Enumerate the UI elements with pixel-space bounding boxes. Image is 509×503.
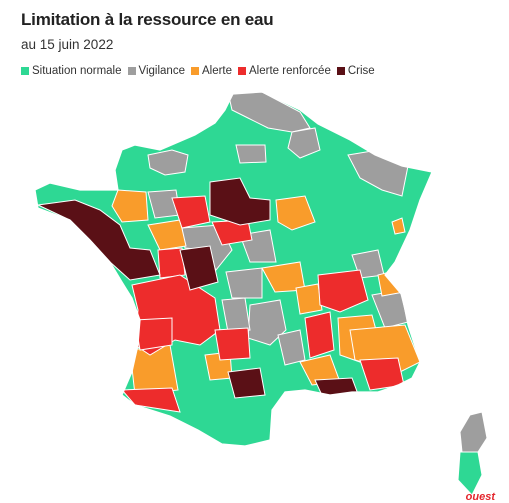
region-calvados-vigilance — [147, 149, 189, 176]
legend-label-normal: Situation normale — [32, 65, 122, 77]
legend-item-crise: Crise — [336, 65, 375, 77]
region-loir-renforcee — [157, 247, 186, 279]
mainland-outline — [34, 91, 433, 447]
vigilance-regions — [147, 92, 409, 366]
legend-label-alerte: Alerte — [201, 65, 233, 77]
region-lot-crise — [227, 367, 266, 399]
corse — [457, 411, 488, 496]
region-allier-vigilance — [225, 267, 263, 299]
region-corse-du-sud-normale — [457, 451, 483, 496]
legend-swatch-crise — [336, 67, 345, 75]
alerte-renforcee-regions — [120, 195, 405, 413]
region-ardeche-renforcee — [304, 311, 335, 359]
region-aube-alerte — [275, 195, 316, 231]
legend-item-vigilance: Vigilance — [127, 65, 185, 77]
legend-swatch-alerte — [190, 67, 199, 75]
region-indre-crise — [179, 245, 219, 291]
region-haute-corse-vigilance — [459, 411, 488, 453]
region-seine-et-marne-crise — [209, 177, 271, 226]
legend: Situation normale Vigilance Alerte Alert… — [21, 65, 381, 77]
legend-label-crise: Crise — [347, 65, 375, 77]
region-belfort-alerte — [391, 217, 406, 235]
region-oise-vigilance — [235, 144, 267, 164]
region-correze-renforcee — [214, 327, 251, 361]
legend-swatch-renforcee — [238, 67, 247, 75]
region-mayenne-alerte — [147, 219, 187, 251]
brand-logo: ouest — [465, 491, 495, 503]
region-rhone-alerte — [295, 283, 323, 315]
crise-regions — [36, 177, 363, 406]
alerte-regions — [111, 189, 421, 396]
region-cantal-vigilance — [277, 329, 306, 366]
region-ardennes-vigilance — [287, 127, 321, 159]
region-limousin-vigilance — [221, 297, 251, 333]
legend-item-renforcee: Alerte renforcée — [238, 65, 331, 77]
legend-label-vigilance: Vigilance — [138, 65, 185, 77]
legend-swatch-normal — [21, 67, 29, 75]
region-isere-renforcee — [317, 269, 369, 313]
region-gironde-renforcee — [134, 317, 173, 351]
region-pyrenees-renforcee — [120, 387, 181, 413]
mainland-france — [35, 92, 432, 446]
map-subtitle: au 15 juin 2022 — [21, 37, 114, 52]
region-eure-et-loir-renforcee — [171, 195, 211, 229]
legend-label-renforcee: Alerte renforcée — [249, 65, 331, 77]
legend-swatch-vigilance — [127, 67, 136, 75]
legend-item-normal: Situation normale — [21, 65, 122, 77]
region-eure-alerte — [111, 189, 149, 223]
map-title: Limitation à la ressource en eau — [21, 10, 274, 29]
legend-item-alerte: Alerte — [190, 65, 233, 77]
